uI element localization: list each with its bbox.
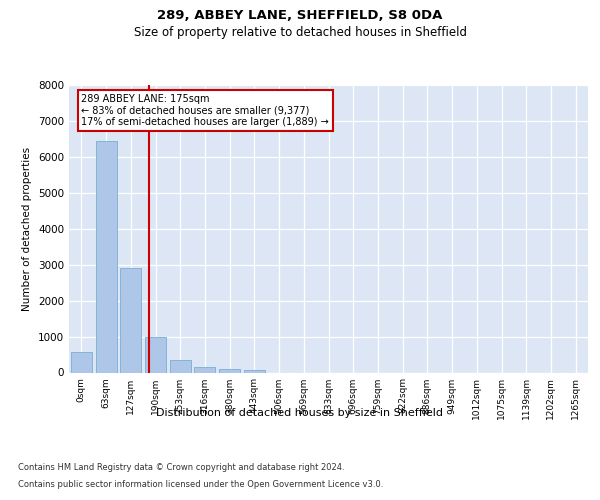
Text: Contains HM Land Registry data © Crown copyright and database right 2024.: Contains HM Land Registry data © Crown c… bbox=[18, 462, 344, 471]
Bar bbox=[71, 352, 92, 372]
Text: 289, ABBEY LANE, SHEFFIELD, S8 0DA: 289, ABBEY LANE, SHEFFIELD, S8 0DA bbox=[157, 9, 443, 22]
Bar bbox=[145, 338, 166, 372]
Text: Size of property relative to detached houses in Sheffield: Size of property relative to detached ho… bbox=[133, 26, 467, 39]
Text: Distribution of detached houses by size in Sheffield: Distribution of detached houses by size … bbox=[157, 408, 443, 418]
Bar bbox=[170, 360, 191, 372]
Text: Contains public sector information licensed under the Open Government Licence v3: Contains public sector information licen… bbox=[18, 480, 383, 489]
Bar bbox=[120, 268, 141, 372]
Y-axis label: Number of detached properties: Number of detached properties bbox=[22, 146, 32, 311]
Bar bbox=[219, 370, 240, 372]
Bar bbox=[95, 142, 116, 372]
Text: 289 ABBEY LANE: 175sqm
← 83% of detached houses are smaller (9,377)
17% of semi-: 289 ABBEY LANE: 175sqm ← 83% of detached… bbox=[82, 94, 329, 127]
Bar bbox=[194, 367, 215, 372]
Bar bbox=[244, 370, 265, 372]
